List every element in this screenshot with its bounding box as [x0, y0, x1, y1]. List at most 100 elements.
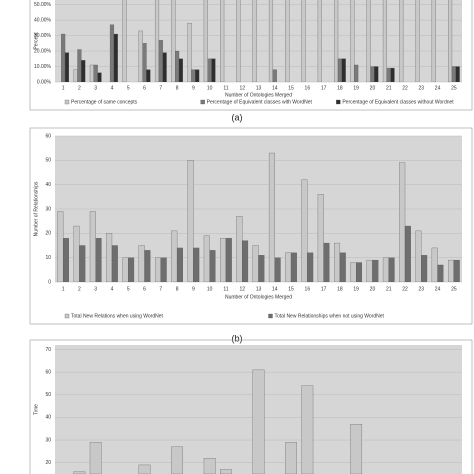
y-tick-label: 40.00% — [34, 17, 52, 23]
x-tick-label: 6 — [143, 85, 146, 91]
legend-swatch — [64, 99, 70, 105]
x-tick-label: 1 — [62, 85, 65, 91]
bar — [73, 225, 80, 282]
x-tick-label: 17 — [321, 85, 327, 91]
legend-swatch — [336, 99, 341, 105]
legend-label: Percentage of Equivalent classes without… — [342, 99, 454, 105]
x-tick-label: 23 — [419, 286, 425, 292]
bar — [122, 257, 129, 282]
bar — [203, 0, 208, 82]
x-tick-label: 8 — [176, 286, 179, 292]
bar — [455, 66, 460, 82]
x-tick-label: 3 — [94, 85, 97, 91]
bar — [415, 230, 422, 282]
x-tick-label: 3 — [94, 286, 97, 292]
bar — [77, 49, 82, 82]
bar — [268, 152, 275, 282]
x-tick-label: 8 — [176, 85, 179, 91]
bar — [350, 424, 363, 474]
y-tick-label: 20.00% — [34, 48, 52, 54]
bar — [372, 259, 379, 282]
y-axis-title: Number of Relationships — [33, 181, 39, 236]
bar — [366, 259, 373, 282]
bar — [415, 0, 420, 82]
bar — [366, 0, 371, 82]
bar — [57, 211, 64, 282]
bar — [451, 66, 456, 82]
bar — [154, 0, 160, 82]
bar — [274, 257, 281, 282]
panel-frame — [29, 0, 473, 111]
x-tick-label: 13 — [256, 85, 262, 91]
y-tick-label: 20 — [45, 460, 51, 466]
bar — [399, 0, 404, 82]
bar — [323, 242, 330, 282]
y-tick-label: 30.00% — [34, 33, 52, 39]
bar — [122, 0, 127, 82]
bar — [374, 66, 379, 82]
y-tick-label: 50 — [45, 392, 51, 398]
x-tick-label: 10 — [207, 286, 213, 292]
bar — [106, 233, 113, 282]
x-tick-label: 25 — [451, 286, 457, 292]
bar — [142, 43, 147, 82]
legend-label: Percentage of same concepts — [71, 99, 138, 105]
x-tick-label: 14 — [272, 286, 278, 292]
bar — [146, 69, 151, 82]
x-tick-label: 11 — [223, 85, 228, 91]
bar — [154, 257, 161, 282]
bar — [285, 442, 297, 474]
bar — [334, 242, 341, 282]
y-tick-label: 50.00% — [34, 2, 52, 8]
bars — [57, 152, 460, 282]
x-tick-label: 19 — [353, 286, 359, 292]
y-tick-label: 50 — [45, 158, 51, 164]
bar — [334, 0, 339, 82]
x-tick-label: 24 — [435, 85, 441, 91]
bar — [176, 247, 183, 282]
bar — [225, 238, 232, 282]
bar — [421, 255, 428, 282]
x-tick-label: 12 — [239, 85, 245, 91]
bar — [388, 257, 395, 282]
bar — [64, 52, 69, 82]
bar — [252, 245, 259, 282]
bar — [191, 69, 196, 82]
bar — [301, 179, 308, 282]
x-tick-label: 9 — [192, 85, 195, 91]
x-tick-label: 25 — [451, 85, 457, 91]
bar — [236, 216, 243, 282]
bar — [97, 72, 102, 82]
bar — [220, 0, 225, 82]
panel-frame — [29, 339, 473, 474]
y-tick-label: 20 — [45, 231, 51, 237]
bar — [138, 245, 145, 282]
bar — [431, 0, 436, 82]
bar — [339, 252, 346, 282]
bar — [448, 259, 455, 282]
bar — [89, 442, 102, 474]
legend-swatch — [268, 313, 273, 319]
legend-label: Total New Relationships when not using W… — [275, 313, 385, 319]
y-tick-label: 30 — [45, 437, 51, 443]
x-tick-label: 15 — [288, 286, 294, 292]
bar — [211, 58, 216, 82]
x-tick-label: 16 — [305, 286, 311, 292]
x-tick-label: 23 — [419, 85, 425, 91]
bar — [73, 69, 78, 82]
bar — [81, 60, 86, 82]
x-tick-label: 5 — [127, 286, 130, 292]
bar — [285, 252, 292, 282]
bar — [382, 257, 389, 282]
bar — [209, 250, 216, 282]
legend-swatch — [64, 313, 70, 319]
bar — [301, 0, 306, 82]
bar — [175, 50, 180, 82]
bars — [61, 0, 460, 82]
bar — [404, 225, 411, 282]
x-tick-label: 24 — [435, 286, 441, 292]
x-tick-label: 7 — [159, 286, 162, 292]
bar — [437, 264, 444, 282]
bar — [301, 385, 314, 474]
